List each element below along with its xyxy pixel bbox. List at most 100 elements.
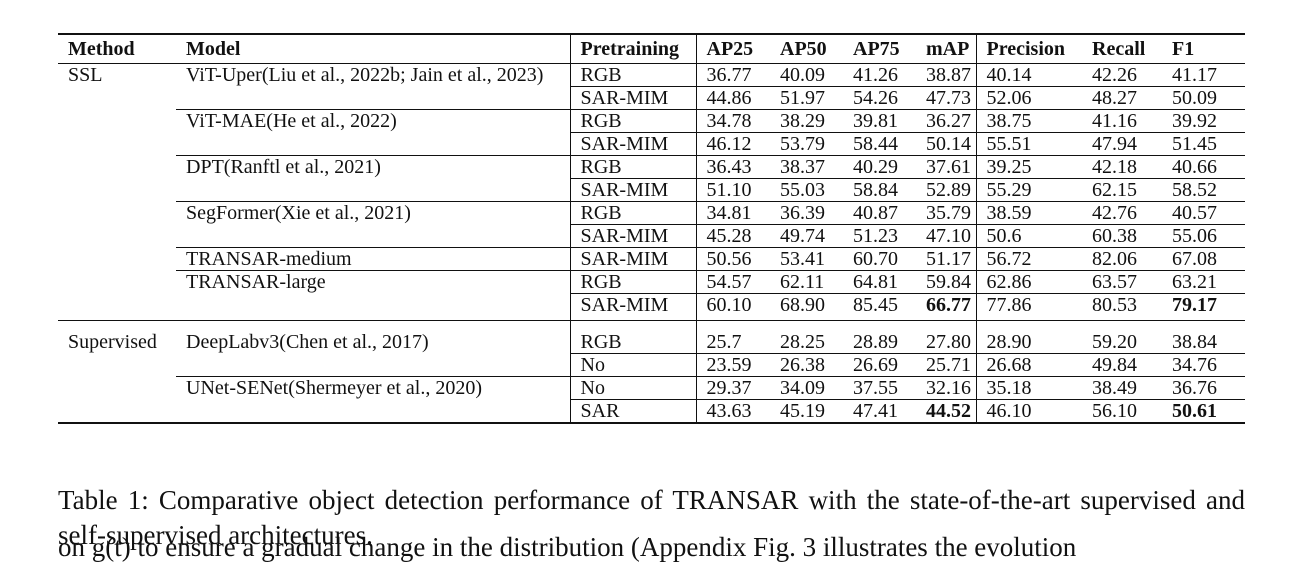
table-row: UNet-SENet(Shermeyer et al., 2020) No 29.3… [58,376,1245,400]
cell-pretraining: RGB [569,270,696,294]
table-row: SSL ViT-Uper(Liu et al., 2022b; Jain et a… [58,63,1245,87]
cell-f1: 50.61 [1162,399,1245,423]
cell-f1: 40.57 [1162,201,1245,225]
cell-method: SSL [68,64,103,87]
cell-map: 52.89 [916,178,976,202]
cell-f1: 55.06 [1162,224,1245,248]
cell-ap50: 51.97 [770,86,843,110]
cell-ap75: 39.81 [843,109,916,133]
cell-ap75: 40.29 [843,155,916,179]
cell-recall: 62.15 [1082,178,1162,202]
cell-ap50: 68.90 [770,293,843,321]
cell-ap75: 64.81 [843,270,916,294]
cell-ap75: 28.89 [853,331,898,353]
cell-pretraining: RGB [569,63,696,87]
cell-map: 66.77 [916,293,976,321]
cell-recall: 41.16 [1082,109,1162,133]
cell-map: 47.73 [916,86,976,110]
header-method: Method [68,38,135,60]
cell-ap75: 51.23 [843,224,916,248]
table-row: No 23.59 26.38 26.69 25.71 26.68 49.84 34.76 [58,353,1245,377]
cell-ap75: 37.55 [843,376,916,400]
cell-method [58,202,176,225]
cell-ap25: 54.57 [695,270,770,294]
cell-ap75: 26.69 [843,353,916,377]
cell-precision: 56.72 [975,247,1082,271]
cell-ap50: 55.03 [770,178,843,202]
header-precision: Precision [975,34,1082,64]
table-group-ssl: SSL ViT-Uper(Liu et al., 2022b; Jain et a… [58,63,1245,321]
cell-precision: 52.06 [975,86,1082,110]
cell-f1: 41.17 [1172,64,1217,86]
header-ap25: AP25 [695,34,770,64]
cell-precision: 40.14 [975,63,1082,87]
cell-method [58,156,176,179]
table-row: ViT-MAE(He et al., 2022) RGB 34.78 38.29 39.… [58,109,1245,133]
cell-ap25: 34.78 [695,109,770,133]
cell-recall: 38.49 [1082,376,1162,400]
cell-model [176,179,570,202]
cell-f1: 79.17 [1162,293,1245,321]
results-table: Method Model Pretraining AP25 AP50 AP75 … [58,33,1245,424]
cell-ap25: 46.12 [695,132,770,156]
cell-f1: 51.45 [1162,132,1245,156]
cell-model: TRANSAR-medium [176,247,570,271]
table-row: Supervised DeepLabv3(Chen et al., 2017) RG… [58,320,1245,354]
table-row: SAR-MIM 51.10 55.03 58.84 52.89 55.29 62.15 58.… [58,178,1245,202]
cell-model [176,400,570,424]
cell-recall: 82.06 [1082,247,1162,271]
cell-ap25: 25.7 [695,320,770,354]
header-ap50: AP50 [780,38,827,60]
cell-model [176,294,570,321]
cell-pretraining: SAR [569,399,696,423]
cell-method [58,133,176,156]
cell-model: SegFormer(Xie et al., 2021) [176,201,570,225]
body-text-continuation: on g(t) to ensure a gradual change in th… [58,532,1077,562]
cell-recall: 49.84 [1082,353,1162,377]
cell-ap50: 28.25 [780,331,825,353]
table-group-supervised: Supervised DeepLabv3(Chen et al., 2017) RG… [58,320,1245,424]
cell-ap25: 36.43 [695,155,770,179]
cell-recall: 63.57 [1082,270,1162,294]
cell-method [58,294,176,321]
cell-ap75: 40.87 [843,201,916,225]
cell-f1: 40.66 [1162,155,1245,179]
cell-ap25: 29.37 [695,376,770,400]
cell-ap75: 85.45 [843,293,916,321]
cell-f1: 38.84 [1172,331,1217,353]
cell-method [58,110,176,133]
cell-recall: 80.53 [1082,293,1162,321]
cell-map: 38.87 [926,64,971,86]
header-recall: Recall [1092,38,1146,60]
cell-recall: 42.76 [1082,201,1162,225]
cell-recall: 59.20 [1092,331,1137,353]
cell-ap75: 58.84 [843,178,916,202]
cell-pretraining: SAR-MIM [569,247,696,271]
cell-method [58,271,176,294]
cell-model: ViT-Uper(Liu et al., 2022b; Jain et al.,… [186,64,544,87]
cell-f1: 58.52 [1162,178,1245,202]
cell-ap75: 41.26 [853,64,898,86]
cell-map: 25.71 [916,353,976,377]
cell-pretraining: SAR-MIM [569,178,696,202]
cell-ap25: 44.86 [695,86,770,110]
cell-precision: 77.86 [975,293,1082,321]
cell-precision: 46.10 [975,399,1082,423]
cell-precision: 62.86 [975,270,1082,294]
cell-model [176,225,570,248]
cell-ap25: 36.77 [695,63,770,87]
cell-pretraining: SAR-MIM [569,293,696,321]
cell-map: 50.14 [916,132,976,156]
cell-model: ViT-MAE(He et al., 2022) [176,109,570,133]
cell-recall: 47.94 [1082,132,1162,156]
cell-f1: 63.21 [1162,270,1245,294]
cell-model [176,87,570,110]
cell-map: 27.80 [926,331,971,353]
cell-map: 47.10 [916,224,976,248]
cell-pretraining: SAR-MIM [569,224,696,248]
cell-f1: 34.76 [1162,353,1245,377]
table-row: SAR-MIM 45.28 49.74 51.23 47.10 50.6 60.38 55.0… [58,224,1245,248]
cell-pretraining: SAR-MIM [569,132,696,156]
cell-ap25: 60.10 [695,293,770,321]
header-pretraining: Pretraining [569,34,696,64]
